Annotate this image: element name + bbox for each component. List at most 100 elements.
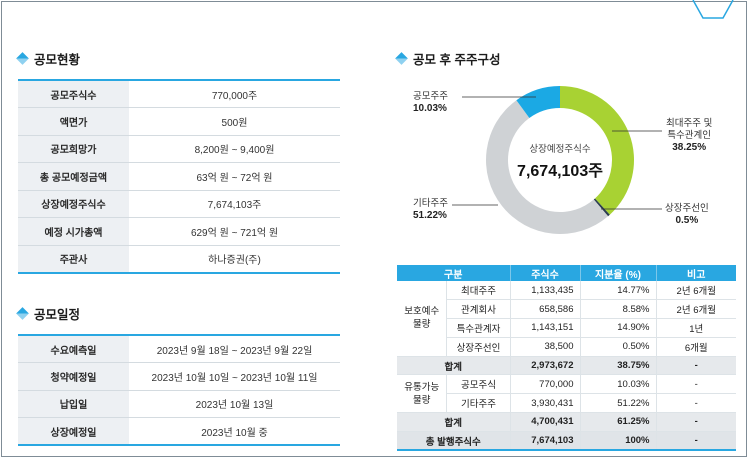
row-note: 1년	[656, 318, 736, 338]
table-row: 유통가능 물량 공모주식 770,000 10.03% -	[397, 374, 736, 414]
schedule-value: 2023년 10월 중	[129, 417, 340, 446]
offering-value: 7,674,103주	[129, 190, 340, 218]
offering-label: 주관사	[18, 245, 129, 274]
shareholder-table: 구분 주식수 지분율 (%) 비고 보호예수 물량 최대주주 1,133,435 14.…	[397, 265, 736, 452]
schedule-label: 수요예측일	[18, 334, 129, 363]
row-pct: 8.58%	[580, 299, 657, 320]
offering-row: 총 공모예정금액 63억 원 ~ 72억 원	[18, 162, 340, 191]
donut-center-label: 상장예정주식수	[529, 144, 591, 155]
row-shares: 3,930,431	[510, 393, 581, 414]
offering-label: 공모희망가	[18, 135, 129, 163]
offering-label: 총 공모예정금액	[18, 162, 129, 191]
row-shares: 4,700,431	[510, 412, 581, 432]
table-row: 상장주선인 38,500 0.50% 6개월	[397, 337, 736, 357]
donut-svg	[486, 86, 634, 234]
offering-label: 공모주식수	[18, 79, 129, 108]
schedule-label: 납입일	[18, 390, 129, 418]
row-name: 최대주주	[446, 281, 511, 301]
header-pct: 지분율 (%)	[580, 265, 657, 281]
row-pct: 100%	[580, 431, 657, 452]
row-note: -	[656, 374, 736, 395]
slice-other	[486, 100, 609, 234]
schedule-row: 청약예정일 2023년 10월 10일 ~ 2023년 10월 11일	[18, 362, 340, 391]
offering-value: 500원	[129, 107, 340, 136]
offering-label: 상장예정주식수	[18, 190, 129, 218]
section-title-offering: 공모현황	[16, 49, 80, 68]
schedule-label: 청약예정일	[18, 362, 129, 391]
row-note: 6개월	[656, 337, 736, 357]
row-shares: 38,500	[510, 337, 581, 357]
row-pct: 61.25%	[580, 412, 657, 432]
schedule-value: 2023년 10월 13일	[129, 390, 340, 418]
row-note: -	[656, 431, 736, 452]
schedule-value: 2023년 10월 10일 ~ 2023년 10월 11일	[129, 362, 340, 391]
table-row: 특수관계자 1,143,151 14.90% 1년	[397, 318, 736, 338]
schedule-label: 상장예정일	[18, 417, 129, 446]
row-note: -	[656, 412, 736, 432]
row-pct: 14.77%	[580, 281, 657, 301]
row-note: -	[656, 356, 736, 376]
row-shares: 658,586	[510, 299, 581, 320]
table-row: 보호예수 물량 최대주주 1,133,435 14.77% 2년 6개월	[397, 281, 736, 357]
row-name: 기타주주	[446, 393, 511, 414]
row-shares: 1,143,151	[510, 318, 581, 338]
header-category: 구분	[397, 265, 511, 281]
offering-value: 하나증권(주)	[129, 245, 340, 274]
schedule-row: 수요예측일 2023년 9월 18일 ~ 2023년 9월 22일	[18, 334, 340, 363]
row-name: 총 발행주식수	[397, 431, 511, 452]
header-shares: 주식수	[510, 265, 581, 281]
row-pct: 0.50%	[580, 337, 657, 357]
offering-value: 770,000주	[129, 79, 340, 108]
donut-chart: 상장예정주식수 7,674,103주	[485, 85, 635, 240]
label-largest: 최대주주 및 특수관계인 38.25%	[666, 118, 713, 153]
offering-row: 공모주식수 770,000주	[18, 79, 340, 108]
row-pct: 51.22%	[580, 393, 657, 414]
row-name: 합계	[397, 356, 511, 376]
label-other: 기타주주 51.22%	[413, 198, 448, 221]
offering-label: 예정 시가총액	[18, 217, 129, 246]
row-shares: 7,674,103	[510, 431, 581, 452]
offering-row: 예정 시가총액 629억 원 ~ 721억 원	[18, 217, 340, 246]
row-pct: 38.75%	[580, 356, 657, 376]
row-name: 합계	[397, 412, 511, 432]
offering-row: 주관사 하나증권(주)	[18, 245, 340, 274]
row-shares: 770,000	[510, 374, 581, 395]
row-name: 공모주식	[446, 374, 511, 395]
schedule-value: 2023년 9월 18일 ~ 2023년 9월 22일	[129, 334, 340, 363]
corner-decoration	[692, 0, 734, 19]
row-pct: 10.03%	[580, 374, 657, 395]
group-label: 유통가능 물량	[397, 374, 448, 414]
offering-value: 629억 원 ~ 721억 원	[129, 217, 340, 246]
row-shares: 1,133,435	[510, 281, 581, 301]
offering-row: 액면가 500원	[18, 107, 340, 136]
schedule-table: 수요예측일 2023년 9월 18일 ~ 2023년 9월 22일 청약예정일 202…	[18, 334, 340, 446]
offering-table: 공모주식수 770,000주 액면가 500원 공모희망가 8,200원 ~ 9,400원…	[18, 79, 340, 274]
table-row: 기타주주 3,930,431 51.22% -	[397, 393, 736, 414]
slice-underwriter	[593, 198, 610, 217]
row-name: 관계회사	[446, 299, 511, 320]
table-row: 합계 4,700,431 61.25% -	[397, 412, 736, 432]
table-row: 총 발행주식수 7,674,103 100% -	[397, 431, 736, 452]
label-public: 공모주주 10.03%	[413, 91, 448, 114]
offering-row: 상장예정주식수 7,674,103주	[18, 190, 340, 218]
group-label: 보호예수 물량	[397, 281, 448, 357]
row-note: 2년 6개월	[656, 281, 736, 301]
section-title-schedule: 공모일정	[16, 304, 80, 323]
slice-largest	[560, 86, 634, 215]
schedule-row: 상장예정일 2023년 10월 중	[18, 417, 340, 446]
label-underwriter: 상장주선인 0.5%	[665, 203, 709, 226]
row-note: -	[656, 393, 736, 414]
schedule-row: 납입일 2023년 10월 13일	[18, 390, 340, 418]
section-title-shareholders: 공모 후 주주구성	[395, 49, 500, 68]
row-name: 특수관계자	[446, 318, 511, 338]
offering-row: 공모희망가 8,200원 ~ 9,400원	[18, 135, 340, 163]
offering-value: 8,200원 ~ 9,400원	[129, 135, 340, 163]
table-row: 관계회사 658,586 8.58% 2년 6개월	[397, 299, 736, 320]
row-name: 상장주선인	[446, 337, 511, 357]
offering-label: 액면가	[18, 107, 129, 136]
row-shares: 2,973,672	[510, 356, 581, 376]
table-row: 합계 2,973,672 38.75% -	[397, 356, 736, 376]
row-note: 2년 6개월	[656, 299, 736, 320]
slice-public	[516, 86, 560, 118]
